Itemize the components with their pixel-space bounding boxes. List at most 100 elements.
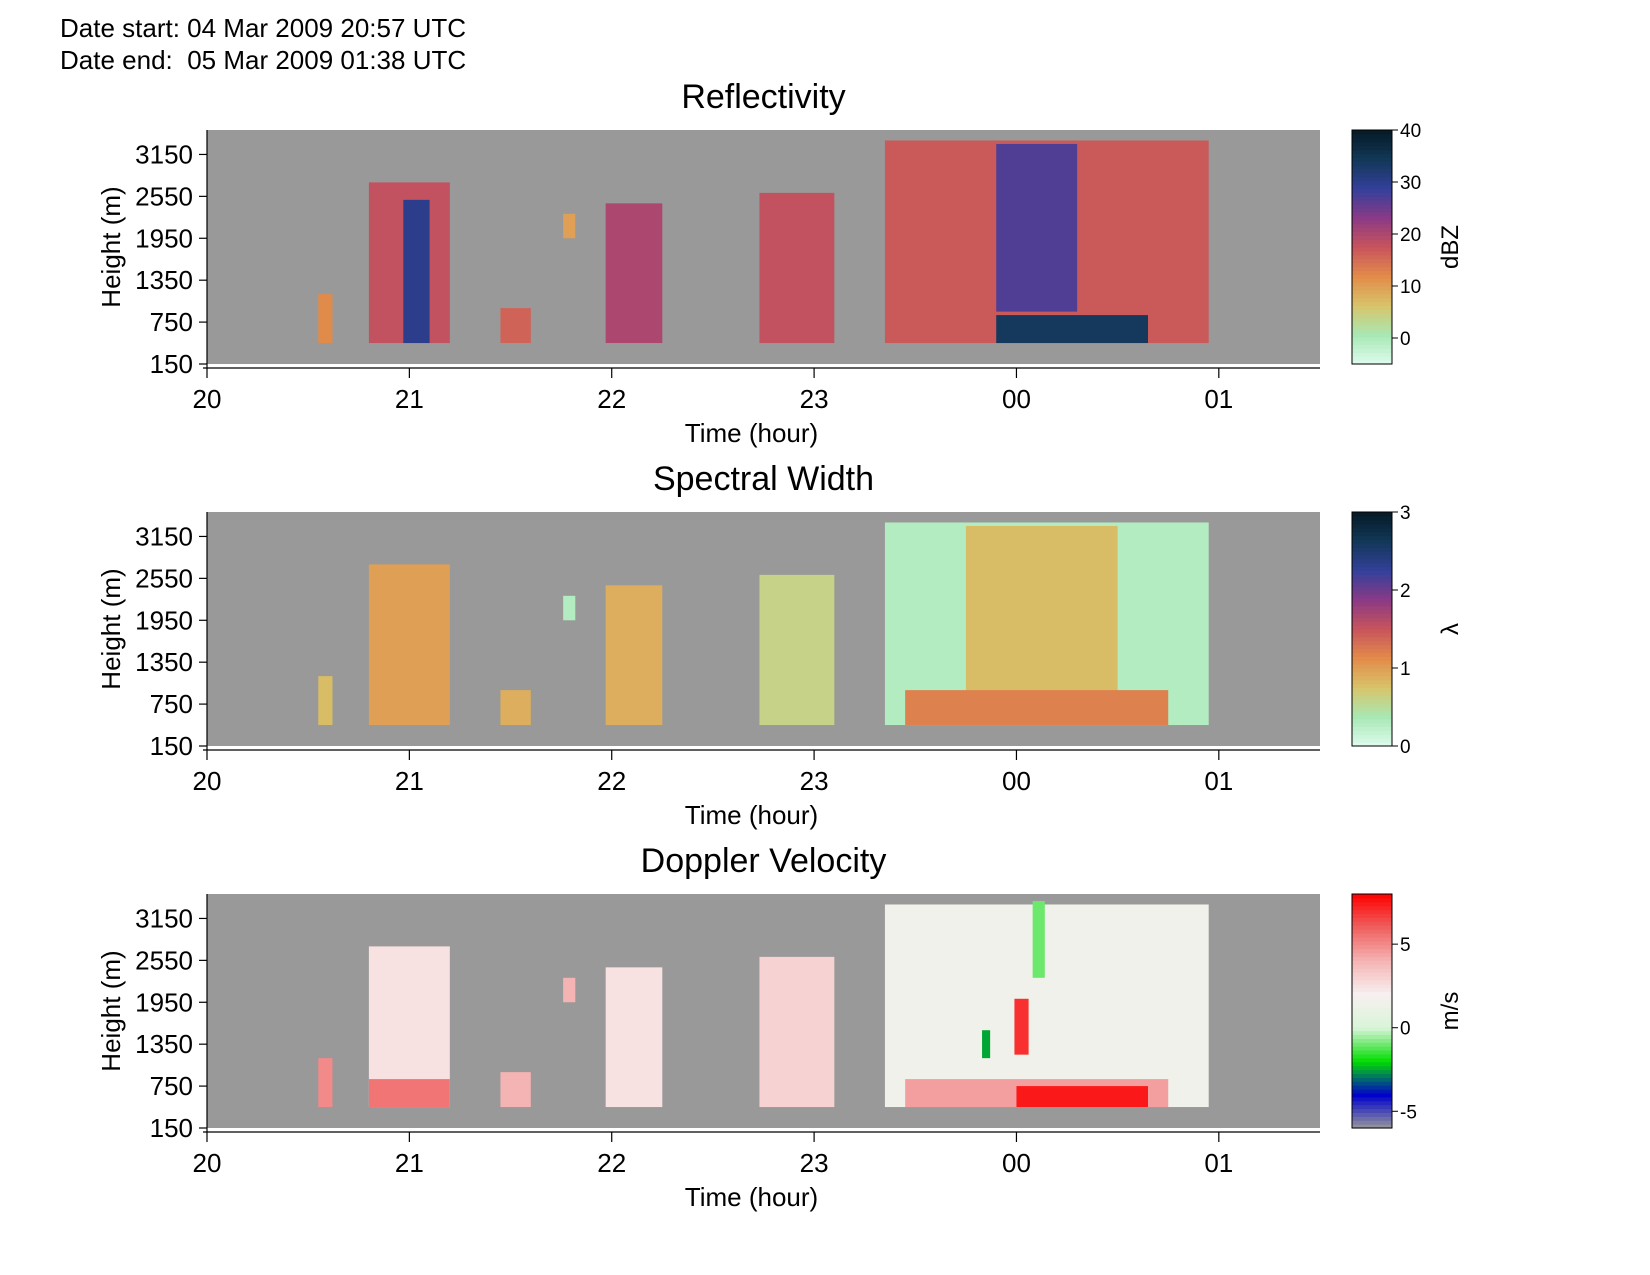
colorbar-segment bbox=[1352, 566, 1392, 572]
colorbar-segment bbox=[1352, 664, 1392, 669]
colorbar-segment bbox=[1352, 644, 1392, 650]
data-cell bbox=[563, 595, 576, 621]
colorbar-segment bbox=[1352, 247, 1392, 252]
colorbar-segment bbox=[1352, 1089, 1392, 1094]
colorbar-label: m/s bbox=[1437, 992, 1464, 1031]
colorbar-segment bbox=[1352, 687, 1392, 692]
y-tick-label: 3150 bbox=[135, 521, 193, 551]
colorbar-segment bbox=[1352, 894, 1392, 899]
data-cell bbox=[605, 967, 663, 1108]
colorbar-segment bbox=[1352, 258, 1392, 264]
colorbar-segment bbox=[1352, 1120, 1392, 1125]
colorbar-segment bbox=[1352, 274, 1392, 279]
colorbar-tick-label: 0 bbox=[1400, 737, 1411, 758]
colorbar-segment bbox=[1352, 703, 1392, 708]
y-tick-label: 2550 bbox=[135, 563, 193, 593]
data-cell bbox=[318, 1058, 333, 1108]
colorbar-segment bbox=[1352, 671, 1392, 677]
colorbar-segment bbox=[1352, 317, 1392, 322]
colorbar-segment bbox=[1352, 586, 1392, 591]
colorbar-segment bbox=[1352, 149, 1392, 154]
y-tick-label: 2550 bbox=[135, 945, 193, 975]
chart-title: Spectral Width bbox=[653, 460, 874, 498]
colorbar-segment bbox=[1352, 590, 1392, 595]
colorbar-segment bbox=[1352, 936, 1392, 942]
data-cell bbox=[500, 690, 531, 726]
colorbar-segment bbox=[1352, 652, 1392, 657]
x-tick-label: 23 bbox=[800, 384, 829, 414]
colorbar-segment bbox=[1352, 1096, 1392, 1102]
colorbar-tick-label: 3 bbox=[1400, 503, 1411, 524]
colorbar-segment bbox=[1352, 336, 1392, 342]
colorbar-segment bbox=[1352, 204, 1392, 209]
colorbar-segment bbox=[1352, 1053, 1392, 1059]
colorbar-segment bbox=[1352, 933, 1392, 938]
colorbar-segment bbox=[1352, 352, 1392, 357]
x-tick-label: 23 bbox=[800, 1148, 829, 1178]
x-tick-label: 00 bbox=[1002, 384, 1031, 414]
x-tick-label: 01 bbox=[1204, 1148, 1233, 1178]
x-tick-label: 00 bbox=[1002, 1148, 1031, 1178]
colorbar-segment bbox=[1352, 305, 1392, 310]
colorbar-segment bbox=[1352, 1057, 1392, 1063]
colorbar-segment bbox=[1352, 321, 1392, 326]
colorbar-segment bbox=[1352, 184, 1392, 190]
colorbar-segment bbox=[1352, 679, 1392, 685]
colorbar-frame bbox=[1351, 893, 1393, 1129]
colorbar-segment bbox=[1352, 1026, 1392, 1032]
colorbar-label: λ bbox=[1437, 623, 1464, 635]
colorbar-segment bbox=[1352, 609, 1392, 614]
colorbar-segment bbox=[1352, 901, 1392, 907]
colorbar-segment bbox=[1352, 551, 1392, 556]
x-axis-label: Time (hour) bbox=[685, 1182, 818, 1212]
colorbar-segment bbox=[1352, 574, 1392, 579]
colorbar-segment bbox=[1352, 1022, 1392, 1028]
data-cell bbox=[1016, 1086, 1148, 1108]
x-tick-label: 22 bbox=[597, 766, 626, 796]
colorbar-segment bbox=[1352, 1034, 1392, 1039]
colorbar-tick-label: 5 bbox=[1400, 935, 1411, 956]
y-axis-label: Height (m) bbox=[96, 186, 126, 307]
data-cell bbox=[759, 192, 835, 344]
colorbar-segment bbox=[1352, 718, 1392, 724]
colorbar-segment bbox=[1352, 570, 1392, 575]
colorbar-segment bbox=[1352, 1061, 1392, 1067]
data-cell bbox=[563, 213, 576, 239]
y-tick-label: 1950 bbox=[135, 987, 193, 1017]
colorbar-segment bbox=[1352, 968, 1392, 973]
colorbar-segment bbox=[1352, 328, 1392, 334]
colorbar-segment bbox=[1352, 1073, 1392, 1078]
data-cell bbox=[318, 294, 333, 344]
y-tick-label: 750 bbox=[150, 307, 193, 337]
colorbar-segment bbox=[1352, 999, 1392, 1004]
data-cell bbox=[996, 143, 1078, 312]
colorbar-tick-label: 2 bbox=[1400, 581, 1411, 602]
colorbar-segment bbox=[1352, 897, 1392, 903]
colorbar-segment bbox=[1352, 975, 1392, 981]
colorbar-segment bbox=[1352, 1077, 1392, 1082]
colorbar-segment bbox=[1352, 153, 1392, 158]
colorbar-segment bbox=[1352, 972, 1392, 977]
colorbar-segment bbox=[1352, 960, 1392, 965]
colorbar-segment bbox=[1352, 278, 1392, 283]
colorbar-segment bbox=[1352, 1042, 1392, 1047]
colorbar-segment bbox=[1352, 227, 1392, 232]
colorbar-tick-label: 0 bbox=[1400, 1019, 1411, 1040]
colorbar-segment bbox=[1352, 172, 1392, 178]
colorbar-frame bbox=[1351, 129, 1393, 365]
data-cell bbox=[403, 199, 430, 344]
chart-panel-1: Reflectivity 150 750 1350 1950 2550 3150 20 21 22… bbox=[96, 78, 1464, 448]
colorbar-segment bbox=[1352, 632, 1392, 638]
x-axis-label: Time (hour) bbox=[685, 800, 818, 830]
data-cell bbox=[368, 564, 450, 726]
colorbar-segment bbox=[1352, 722, 1392, 728]
colorbar-segment bbox=[1352, 625, 1392, 630]
data-cell bbox=[500, 308, 531, 344]
data-cell bbox=[996, 315, 1148, 344]
colorbar-segment bbox=[1352, 297, 1392, 303]
colorbar-segment bbox=[1352, 250, 1392, 256]
colorbar-segment bbox=[1352, 956, 1392, 961]
y-axis-label: Height (m) bbox=[96, 568, 126, 689]
colorbar-segment bbox=[1352, 176, 1392, 182]
